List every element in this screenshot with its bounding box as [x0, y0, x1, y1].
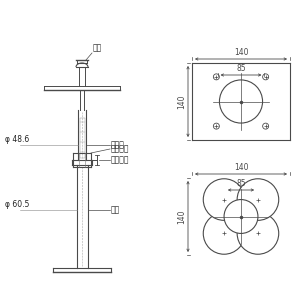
Text: 調整ネジ: 調整ネジ	[111, 156, 130, 164]
Text: 受板: 受板	[93, 43, 102, 52]
Text: 85: 85	[236, 179, 246, 188]
Text: 85: 85	[236, 64, 246, 73]
Text: 差込管: 差込管	[111, 141, 125, 150]
Text: 140: 140	[234, 163, 248, 172]
Circle shape	[203, 179, 245, 220]
Circle shape	[224, 200, 258, 233]
FancyBboxPatch shape	[80, 118, 85, 158]
Circle shape	[203, 213, 245, 254]
Text: 140: 140	[234, 48, 248, 57]
Text: 140: 140	[177, 94, 186, 109]
Circle shape	[237, 179, 279, 220]
Text: 支持ビン: 支持ビン	[111, 144, 130, 154]
Text: φ 60.5: φ 60.5	[5, 200, 29, 209]
Text: φ 48.6: φ 48.6	[5, 135, 29, 144]
Text: 腰管: 腰管	[111, 205, 120, 215]
Text: 140: 140	[177, 209, 186, 224]
Circle shape	[237, 213, 279, 254]
